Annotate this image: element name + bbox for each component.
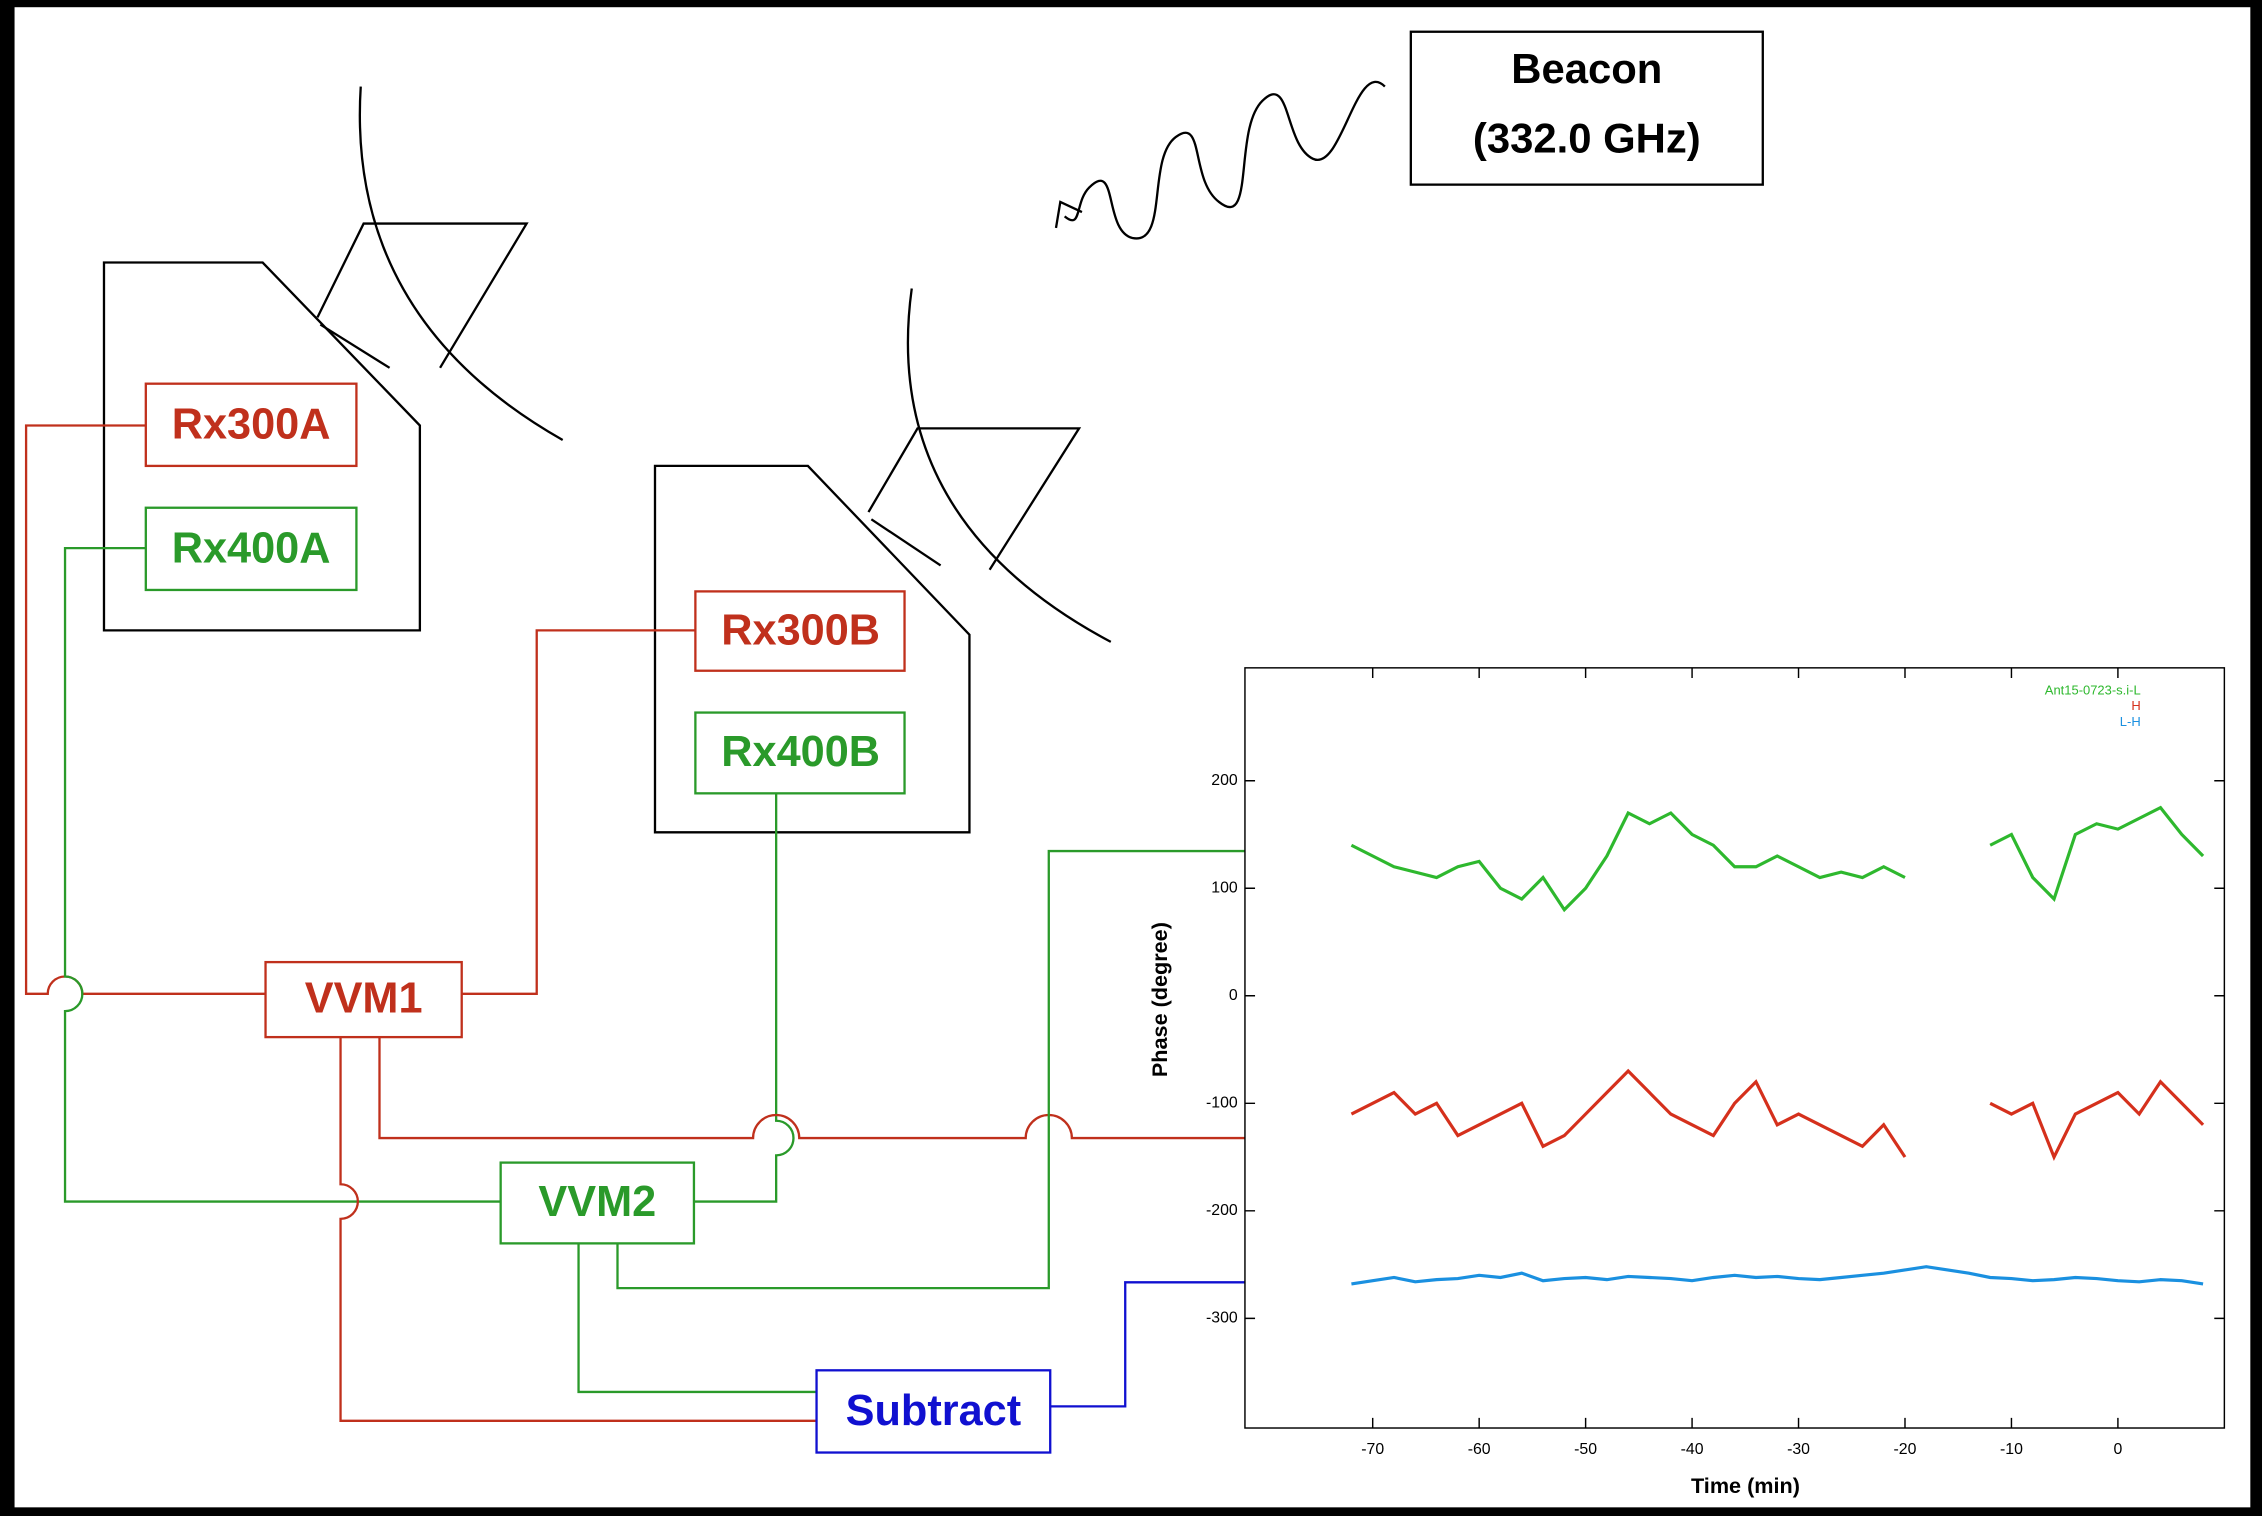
node-label: Rx300B: [721, 607, 880, 655]
x-tick-label: -40: [1681, 1441, 1704, 1458]
node-box: [264, 960, 463, 1039]
dish-a: [358, 86, 564, 441]
x-tick-label: -60: [1468, 1441, 1491, 1458]
y-tick-label: 100: [1211, 879, 1238, 896]
plot-frame: [1244, 667, 2226, 1429]
node-label: VVM2: [538, 1178, 656, 1226]
x-tick-label: -50: [1574, 1441, 1597, 1458]
node-label: Rx400B: [721, 728, 880, 776]
legend-entry: H: [2131, 698, 2140, 713]
wire: [461, 629, 696, 995]
beacon-title: Beacon: [1511, 45, 1662, 92]
wires: [24, 424, 1323, 1422]
node-box: [144, 382, 358, 468]
node-label: Rx400A: [172, 524, 331, 572]
legend-entry: L-H: [2120, 714, 2141, 729]
feed-a: [316, 222, 529, 369]
beacon-wave: [1063, 81, 1386, 240]
x-tick-label: -30: [1787, 1441, 1810, 1458]
node-box: [815, 1369, 1052, 1454]
beacon-box: [1409, 30, 1764, 186]
feed-b: [870, 518, 942, 567]
node-label: VVM1: [305, 974, 423, 1022]
y-tick-label: 200: [1211, 772, 1238, 789]
x-tick-label: -10: [2000, 1441, 2023, 1458]
wire: [1050, 1281, 1320, 1408]
y-tick-label: -300: [1206, 1310, 1238, 1327]
y-tick-label: -200: [1206, 1202, 1238, 1219]
dish-b: [906, 288, 1112, 643]
y-axis-label: Phase (degree): [1147, 922, 1172, 1077]
node-label: Subtract: [846, 1387, 1022, 1435]
wire: [577, 1243, 817, 1394]
legend-entry: Ant15-0723-s.i-L: [2045, 682, 2141, 697]
wire: [616, 849, 1320, 1290]
y-tick-label: 0: [1229, 987, 1238, 1004]
antenna-b-housing: [653, 464, 971, 834]
feed-b: [867, 427, 1082, 571]
series-line: [1350, 805, 2205, 913]
feed-a: [319, 323, 391, 369]
x-tick-label: -70: [1361, 1441, 1384, 1458]
wire: [63, 546, 501, 1203]
phase-chart: Time (min) Phase (degree) -70 -60 -50 -40 -3…: [1147, 667, 2226, 1498]
x-tick-label: 0: [2113, 1441, 2122, 1458]
node-label: Rx300A: [172, 400, 331, 448]
antenna-a-housing: [102, 261, 422, 632]
x-tick-label: -20: [1894, 1441, 1917, 1458]
node-box: [499, 1161, 696, 1245]
wire: [339, 1037, 817, 1422]
series-line: [1351, 1265, 2204, 1286]
y-tick-label: -100: [1206, 1094, 1238, 1111]
node-box: [694, 590, 906, 672]
wire: [378, 1037, 1320, 1140]
node-box: [694, 711, 906, 795]
x-axis-label: Time (min): [1691, 1473, 1800, 1498]
arrowhead: [1054, 200, 1083, 229]
wire: [693, 793, 795, 1203]
series-line: [1350, 1068, 2205, 1161]
beacon-frequency: (332.0 GHz): [1473, 114, 1701, 161]
node-box: [144, 506, 358, 592]
